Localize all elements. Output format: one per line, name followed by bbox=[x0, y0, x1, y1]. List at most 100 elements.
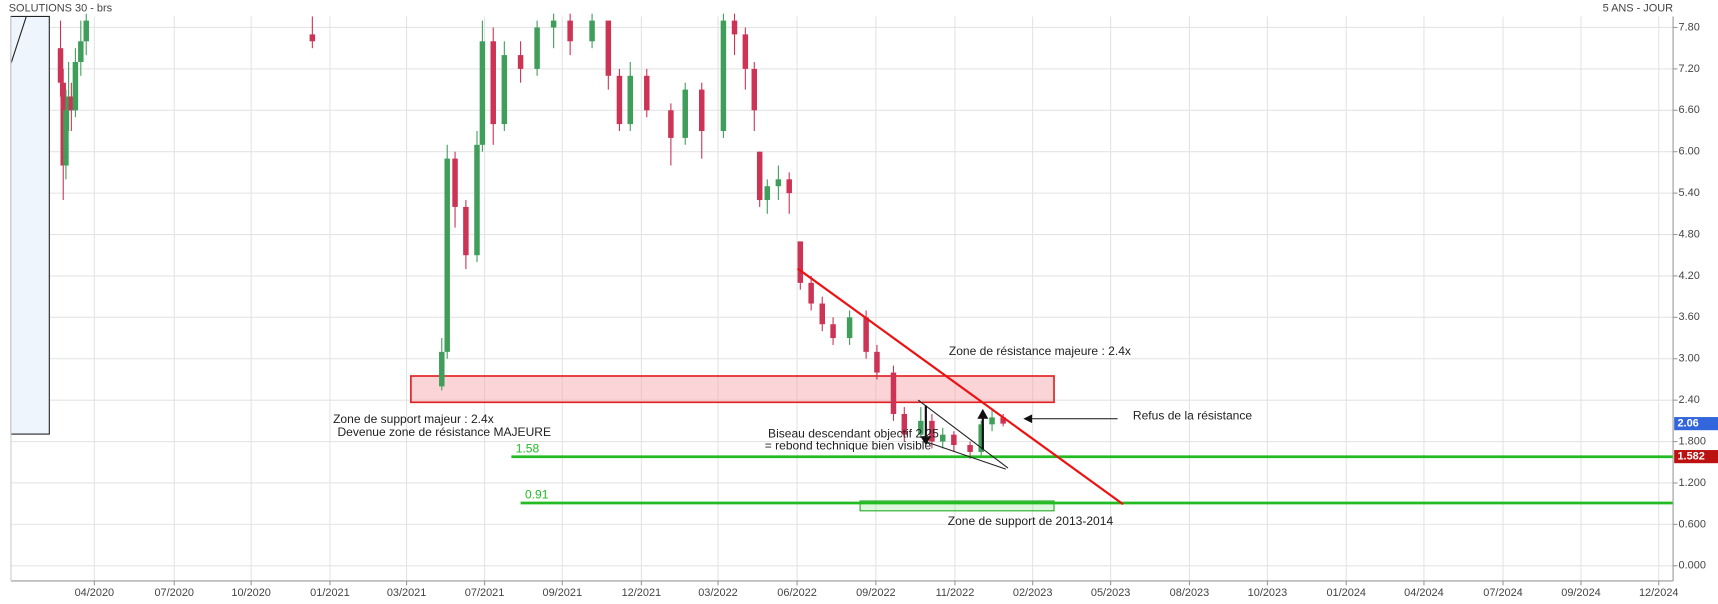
x-tick-label: 07/2024 bbox=[1483, 587, 1523, 599]
level-label: 0.91 bbox=[525, 488, 549, 502]
candle-body bbox=[517, 55, 524, 69]
candle-body bbox=[644, 75, 650, 111]
range-line bbox=[10, 16, 27, 64]
y-tick-label: 7.20 bbox=[1679, 63, 1700, 75]
candle-body bbox=[731, 20, 738, 35]
arrow-head bbox=[977, 408, 989, 419]
annotation: = rebond technique bien visible bbox=[765, 438, 932, 452]
y-tick-label: 6.00 bbox=[1679, 146, 1700, 158]
candle-body bbox=[83, 20, 89, 42]
candle-body bbox=[720, 20, 727, 132]
candle-body bbox=[808, 282, 814, 304]
candle-body bbox=[742, 34, 749, 69]
annotation: Refus de la résistance bbox=[1133, 409, 1252, 423]
last-price-box bbox=[1674, 417, 1718, 431]
candle-body bbox=[929, 420, 935, 442]
y-tick-label: 0.600 bbox=[1679, 518, 1706, 530]
level-price-label: 1.582 bbox=[1677, 451, 1704, 463]
level-label: 1.58 bbox=[516, 441, 540, 455]
y-tick-label: 3.60 bbox=[1679, 311, 1700, 323]
candle-body bbox=[699, 89, 705, 132]
candle-body bbox=[764, 186, 771, 201]
candle-body bbox=[751, 68, 758, 111]
candle-body bbox=[830, 324, 836, 339]
annotation: Zone de support de 2013-2014 bbox=[948, 514, 1114, 528]
wedge-line bbox=[925, 441, 1006, 470]
trend-line bbox=[797, 267, 1124, 506]
x-tick-label: 01/2021 bbox=[310, 587, 350, 599]
x-tick-label: 07/2020 bbox=[154, 587, 194, 599]
candles bbox=[57, 13, 1006, 459]
y-tick-label: 2.40 bbox=[1679, 394, 1700, 406]
candle-body bbox=[72, 61, 79, 111]
x-tick-label: 12/2021 bbox=[622, 587, 662, 599]
candle-body bbox=[501, 55, 508, 125]
candle-body bbox=[550, 20, 557, 28]
arrow-head bbox=[920, 436, 932, 446]
candle-body bbox=[444, 158, 450, 352]
y-tick-label: 7.80 bbox=[1679, 21, 1700, 33]
candle-body bbox=[439, 351, 445, 387]
x-tick-label: 09/2024 bbox=[1561, 587, 1601, 599]
x-tick-label: 04/2020 bbox=[75, 587, 115, 599]
candle-body bbox=[890, 372, 897, 414]
last-price-label: 2.06 bbox=[1677, 418, 1698, 430]
x-tick-label: 01/2024 bbox=[1326, 587, 1366, 599]
candle-body bbox=[874, 351, 880, 373]
arrow-head bbox=[1023, 414, 1033, 424]
candle-body bbox=[616, 75, 623, 125]
x-tick-label: 07/2021 bbox=[465, 587, 505, 599]
candle-body bbox=[1000, 417, 1006, 424]
annotation: Devenue zone de résistance MAJEURE bbox=[337, 425, 551, 439]
candle-body bbox=[463, 206, 469, 256]
y-tick-label: 0.000 bbox=[1679, 560, 1706, 572]
candle-body bbox=[627, 75, 633, 125]
y-tick-label: 3.00 bbox=[1679, 353, 1700, 365]
y-tick-label: 5.40 bbox=[1679, 187, 1700, 199]
candle-body bbox=[989, 417, 995, 425]
candle-body bbox=[940, 434, 946, 442]
x-tick-label: 04/2024 bbox=[1404, 587, 1444, 599]
x-tick-label: 11/2022 bbox=[936, 587, 975, 599]
y-tick-label: 1.200 bbox=[1679, 477, 1706, 489]
chart-title: SOLUTIONS 30 - brs bbox=[9, 3, 113, 15]
candle-body bbox=[819, 303, 825, 325]
y-tick-label: 4.20 bbox=[1679, 270, 1700, 282]
x-tick-label: 10/2023 bbox=[1248, 587, 1288, 599]
x-tick-label: 12/2024 bbox=[1639, 587, 1679, 599]
annotation: Zone de support majeur : 2.4x bbox=[333, 412, 494, 426]
period: 5 ANS - JOUR bbox=[1603, 3, 1674, 15]
candle-body bbox=[786, 179, 792, 194]
levels: 1.58 0.91 bbox=[511, 441, 1674, 505]
candle-body bbox=[567, 20, 573, 42]
candle-body bbox=[846, 317, 853, 339]
candle-body bbox=[797, 241, 804, 283]
x-tick-label: 02/2023 bbox=[1013, 587, 1053, 599]
candle-body bbox=[57, 48, 64, 83]
wedge-line bbox=[917, 399, 1009, 469]
candle-body bbox=[490, 41, 496, 125]
candle-body bbox=[668, 110, 674, 138]
candle-body bbox=[479, 41, 486, 145]
y-tick-label: 4.80 bbox=[1679, 228, 1700, 240]
x-tick-label: 09/2021 bbox=[543, 587, 583, 599]
candle-body bbox=[775, 179, 782, 187]
candle-body bbox=[605, 20, 612, 76]
candle-body bbox=[63, 110, 69, 166]
candle-body bbox=[967, 445, 973, 452]
x-tick-label: 09/2022 bbox=[856, 587, 896, 599]
candle-body bbox=[918, 420, 924, 435]
support-zone bbox=[859, 500, 1055, 512]
candle-body bbox=[682, 89, 688, 138]
candle-body bbox=[474, 144, 480, 256]
y-tick-label: 1.800 bbox=[1679, 435, 1706, 447]
candle-body bbox=[452, 158, 458, 207]
grid bbox=[10, 16, 1674, 581]
candle-body bbox=[309, 34, 316, 42]
candle-body bbox=[978, 424, 984, 452]
annotation: Zone de résistance majeure : 2.4x bbox=[949, 344, 1131, 358]
x-tick-label: 03/2021 bbox=[387, 587, 427, 599]
level-price-box bbox=[1674, 450, 1718, 464]
